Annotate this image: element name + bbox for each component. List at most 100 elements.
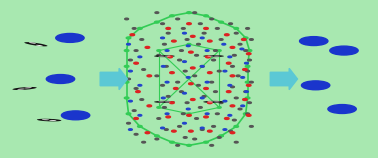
Ellipse shape xyxy=(124,50,129,52)
Ellipse shape xyxy=(230,132,235,134)
Ellipse shape xyxy=(243,69,247,70)
Ellipse shape xyxy=(29,42,36,44)
Ellipse shape xyxy=(166,27,170,29)
Ellipse shape xyxy=(208,130,212,132)
Ellipse shape xyxy=(163,43,166,45)
Ellipse shape xyxy=(204,141,208,143)
Ellipse shape xyxy=(25,87,32,88)
Ellipse shape xyxy=(172,40,176,42)
Ellipse shape xyxy=(242,39,246,40)
Ellipse shape xyxy=(301,81,330,90)
Ellipse shape xyxy=(204,116,208,118)
Ellipse shape xyxy=(142,69,146,70)
Ellipse shape xyxy=(126,113,131,115)
Ellipse shape xyxy=(189,51,193,53)
Ellipse shape xyxy=(155,138,159,140)
Ellipse shape xyxy=(17,89,25,90)
Ellipse shape xyxy=(246,84,251,86)
Ellipse shape xyxy=(248,102,251,103)
Ellipse shape xyxy=(132,28,136,29)
Ellipse shape xyxy=(195,118,198,119)
Ellipse shape xyxy=(206,56,210,58)
Ellipse shape xyxy=(204,27,208,29)
Ellipse shape xyxy=(203,101,224,103)
Ellipse shape xyxy=(225,34,229,36)
Ellipse shape xyxy=(243,99,247,100)
Ellipse shape xyxy=(165,81,169,83)
Ellipse shape xyxy=(166,116,170,118)
Ellipse shape xyxy=(217,70,221,72)
Ellipse shape xyxy=(42,119,49,120)
Ellipse shape xyxy=(155,21,159,23)
Ellipse shape xyxy=(176,81,180,83)
Ellipse shape xyxy=(200,66,204,67)
Ellipse shape xyxy=(212,59,215,61)
Ellipse shape xyxy=(217,137,221,138)
Ellipse shape xyxy=(134,134,138,135)
Ellipse shape xyxy=(157,107,161,108)
Ellipse shape xyxy=(36,45,43,46)
Ellipse shape xyxy=(161,37,164,39)
Ellipse shape xyxy=(124,81,129,83)
Ellipse shape xyxy=(185,39,189,40)
Ellipse shape xyxy=(245,62,248,64)
Ellipse shape xyxy=(183,137,187,138)
Ellipse shape xyxy=(245,65,250,67)
Ellipse shape xyxy=(219,135,223,137)
Ellipse shape xyxy=(223,100,227,102)
Ellipse shape xyxy=(205,50,209,51)
Ellipse shape xyxy=(200,127,204,129)
Ellipse shape xyxy=(161,127,164,129)
Ellipse shape xyxy=(245,91,248,92)
Ellipse shape xyxy=(249,126,253,127)
Ellipse shape xyxy=(189,83,193,85)
Ellipse shape xyxy=(172,130,176,132)
Ellipse shape xyxy=(134,62,138,64)
Ellipse shape xyxy=(246,114,251,116)
Ellipse shape xyxy=(200,37,204,39)
Ellipse shape xyxy=(197,85,200,86)
Ellipse shape xyxy=(183,70,187,72)
Ellipse shape xyxy=(234,125,239,127)
Ellipse shape xyxy=(138,85,142,86)
Ellipse shape xyxy=(134,50,138,51)
Ellipse shape xyxy=(238,43,242,45)
Ellipse shape xyxy=(230,46,235,48)
Ellipse shape xyxy=(238,108,242,110)
Ellipse shape xyxy=(328,105,356,113)
Ellipse shape xyxy=(181,113,185,115)
Ellipse shape xyxy=(49,120,56,121)
Ellipse shape xyxy=(246,53,251,55)
Ellipse shape xyxy=(246,113,249,115)
Ellipse shape xyxy=(157,50,161,51)
Ellipse shape xyxy=(236,75,240,77)
Ellipse shape xyxy=(155,12,159,13)
Ellipse shape xyxy=(200,129,204,130)
Ellipse shape xyxy=(174,88,178,89)
Ellipse shape xyxy=(187,114,191,116)
Ellipse shape xyxy=(147,75,152,77)
Ellipse shape xyxy=(231,66,234,67)
Ellipse shape xyxy=(210,18,214,20)
Ellipse shape xyxy=(202,96,206,97)
Ellipse shape xyxy=(127,122,130,124)
Ellipse shape xyxy=(165,113,169,115)
Ellipse shape xyxy=(203,55,224,57)
Ellipse shape xyxy=(183,32,186,34)
Ellipse shape xyxy=(155,135,159,137)
Ellipse shape xyxy=(127,43,130,45)
FancyArrow shape xyxy=(100,68,127,90)
Ellipse shape xyxy=(166,32,170,34)
Ellipse shape xyxy=(229,130,232,132)
Ellipse shape xyxy=(243,37,248,39)
Ellipse shape xyxy=(208,40,212,42)
Ellipse shape xyxy=(170,141,174,143)
Ellipse shape xyxy=(204,15,208,17)
Ellipse shape xyxy=(154,55,175,57)
Ellipse shape xyxy=(163,107,166,108)
Ellipse shape xyxy=(205,81,209,83)
Ellipse shape xyxy=(127,78,130,80)
Ellipse shape xyxy=(234,97,238,99)
Ellipse shape xyxy=(244,50,248,51)
Ellipse shape xyxy=(247,50,252,52)
